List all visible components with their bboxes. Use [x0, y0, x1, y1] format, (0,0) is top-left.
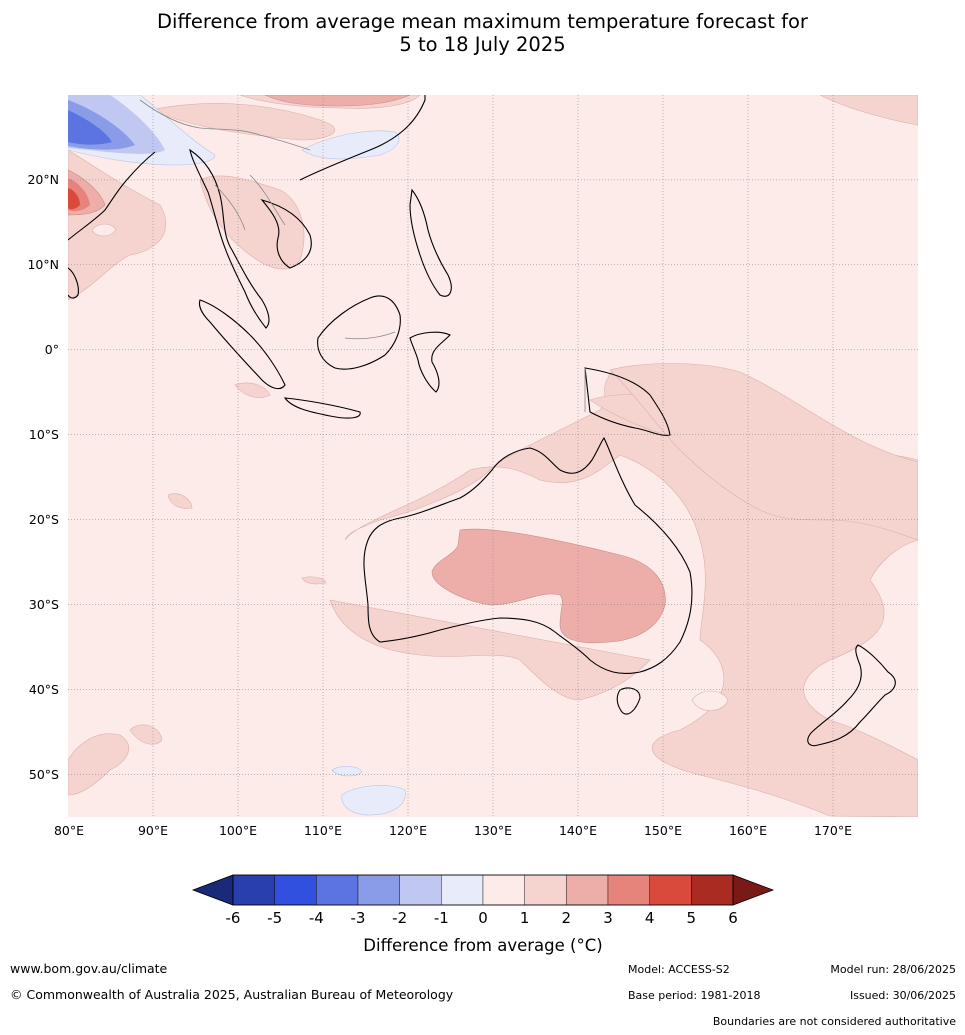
lat-label: 10°N	[27, 257, 59, 272]
sulawesi-coast	[409, 331, 451, 393]
colorbar-swatches	[232, 874, 734, 906]
lat-label: 50°S	[29, 767, 59, 782]
contour-cool-0to-1	[68, 95, 406, 816]
contour-south-1to2	[68, 382, 327, 796]
lon-label: 130°E	[474, 823, 512, 838]
contour-pacific-1to2	[609, 363, 918, 541]
colorbar: -6 -5 -4 -3 -2 -1 0 1 2 3 4 5 6 Difference from aver…	[191, 874, 775, 955]
footer-disclaimer: Boundaries are not considered authoritat…	[712, 1015, 956, 1028]
footer-url: www.bom.gov.au/climate	[10, 961, 168, 976]
colorbar-tick-label: -5	[267, 909, 282, 927]
colorbar-frame	[232, 874, 734, 906]
colorbar-tick-label: 2	[562, 909, 572, 927]
title-line-1: Difference from average mean maximum tem…	[157, 10, 808, 33]
latitude-labels: 20°N 10°N 0° 10°S 20°S 30°S 40°S 50°S	[27, 172, 59, 782]
lon-label: 90°E	[138, 823, 168, 838]
colorbar-tick-label: 4	[645, 909, 655, 927]
java-coast	[283, 397, 361, 419]
anomaly-contours	[68, 95, 918, 817]
lon-label: 170°E	[814, 823, 852, 838]
colorbar-tick-label: -4	[309, 909, 324, 927]
australia-coast	[363, 437, 693, 675]
border-lines	[139, 99, 586, 412]
colorbar-swatch	[232, 874, 275, 906]
colorbar-swatch	[607, 874, 650, 906]
footer-model: Model: ACCESS-S2	[628, 963, 730, 976]
colorbar-swatch	[316, 874, 359, 906]
map-title: Difference from average mean maximum tem…	[0, 10, 965, 56]
colorbar-tick-label: 0	[478, 909, 488, 927]
colorbar-tick-label: 3	[603, 909, 613, 927]
lat-label: 20°S	[29, 512, 59, 527]
indochina-coast	[189, 95, 426, 329]
footer-base-period: Base period: 1981-2018	[628, 989, 761, 1002]
colorbar-tick-label: 6	[728, 909, 738, 927]
colorbar-swatch	[399, 874, 442, 906]
colorbar-tick-label: -6	[226, 909, 241, 927]
tasmania-coast	[616, 687, 641, 715]
coastlines	[68, 95, 896, 747]
contour-australia-2to3	[431, 528, 666, 644]
lon-label: 80°E	[54, 823, 84, 838]
colorbar-swatch	[649, 874, 692, 906]
colorbar-label: Difference from average (°C)	[363, 936, 602, 955]
lon-label: 100°E	[219, 823, 257, 838]
lat-label: 10°S	[29, 427, 59, 442]
lat-label: 40°S	[29, 682, 59, 697]
colorbar-tick-label: -2	[392, 909, 407, 927]
colorbar-over-arrow	[732, 874, 775, 906]
colorbar-under-arrow	[191, 874, 234, 906]
lat-label: 30°S	[29, 597, 59, 612]
colorbar-ticks: -6 -5 -4 -3 -2 -1 0 1 2 3 4 5 6	[226, 909, 738, 927]
lon-label: 110°E	[304, 823, 342, 838]
contour-cool-3to4	[68, 110, 112, 145]
colorbar-tick-label: -3	[351, 909, 366, 927]
png-coast	[584, 367, 671, 436]
footer-copyright: © Commonwealth of Australia 2025, Austra…	[10, 987, 454, 1002]
contour-north-1to2	[68, 95, 918, 301]
contour-north-2to3	[68, 95, 411, 216]
colorbar-tick-label: 1	[520, 909, 530, 927]
philippines-coast	[409, 188, 452, 297]
colorbar-swatch	[357, 874, 400, 906]
country-borders	[139, 99, 586, 412]
colorbar-tick-label: 5	[687, 909, 697, 927]
lon-label: 150°E	[644, 823, 682, 838]
srilanka-coast	[68, 267, 79, 299]
contour-hole-0to1	[91, 223, 729, 711]
graticule	[68, 95, 918, 817]
colorbar-tick-label: -1	[434, 909, 449, 927]
nz-coast	[807, 644, 896, 747]
sumatra-coast	[198, 299, 286, 390]
title-line-2: 5 to 18 July 2025	[399, 33, 566, 56]
lon-label: 160°E	[729, 823, 767, 838]
colorbar-swatch	[441, 874, 484, 906]
colorbar-swatch	[274, 874, 317, 906]
lat-label: 0°	[45, 342, 59, 357]
colorbar-swatch	[566, 874, 609, 906]
footer-issued: Issued: 30/06/2025	[849, 989, 956, 1002]
lat-label: 20°N	[27, 172, 59, 187]
longitude-labels: 80°E 90°E 100°E 110°E 120°E 130°E 140°E …	[54, 823, 852, 838]
colorbar-swatch	[482, 874, 525, 906]
colorbar-swatch	[524, 874, 567, 906]
borneo-coast	[317, 295, 401, 370]
lon-label: 120°E	[389, 823, 427, 838]
colorbar-swatch	[691, 874, 734, 906]
lon-label: 140°E	[559, 823, 597, 838]
footer-model-run: Model run: 28/06/2025	[830, 963, 956, 976]
india-coast	[68, 151, 156, 241]
contour-4to5	[68, 188, 80, 210]
